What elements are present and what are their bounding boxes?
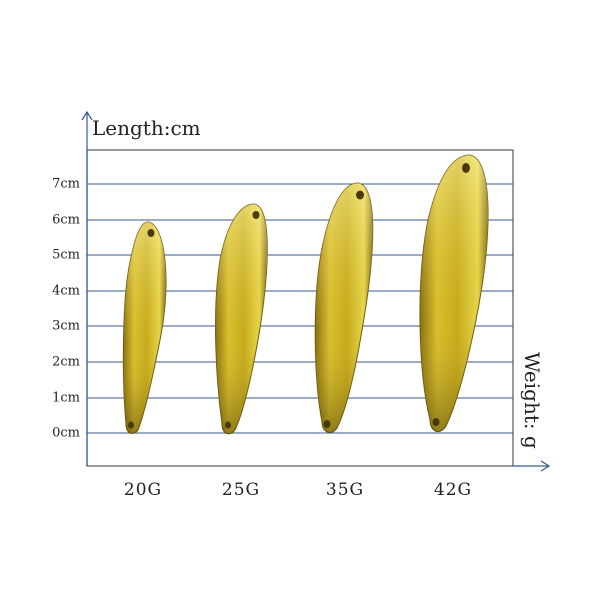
y-tick-label: 7cm: [52, 176, 80, 192]
x-axis-arrow: [513, 460, 551, 472]
x-tick-label-25g: 25G: [221, 480, 261, 500]
lure-35g: [314, 182, 374, 434]
lure-25g: [215, 203, 268, 435]
y-tick-label: 6cm: [52, 212, 80, 228]
x-tick-label-35g: 35G: [325, 480, 365, 500]
lure-42g: [419, 154, 489, 433]
y-tick-label: 5cm: [52, 247, 80, 263]
x-tick-label-42g: 42G: [433, 480, 473, 500]
y-tick-label: 0cm: [52, 425, 80, 441]
y-axis-arrow: [81, 110, 93, 466]
x-tick-label-20g: 20G: [123, 480, 163, 500]
y-tick-label: 3cm: [52, 318, 80, 334]
y-tick-label: 4cm: [52, 283, 80, 299]
y-tick-label: 1cm: [52, 390, 80, 406]
x-axis-title: Weight: g: [520, 352, 544, 449]
lure-20g: [122, 221, 167, 434]
y-tick-label: 2cm: [52, 354, 80, 370]
y-axis-title: Length:cm: [92, 116, 201, 140]
